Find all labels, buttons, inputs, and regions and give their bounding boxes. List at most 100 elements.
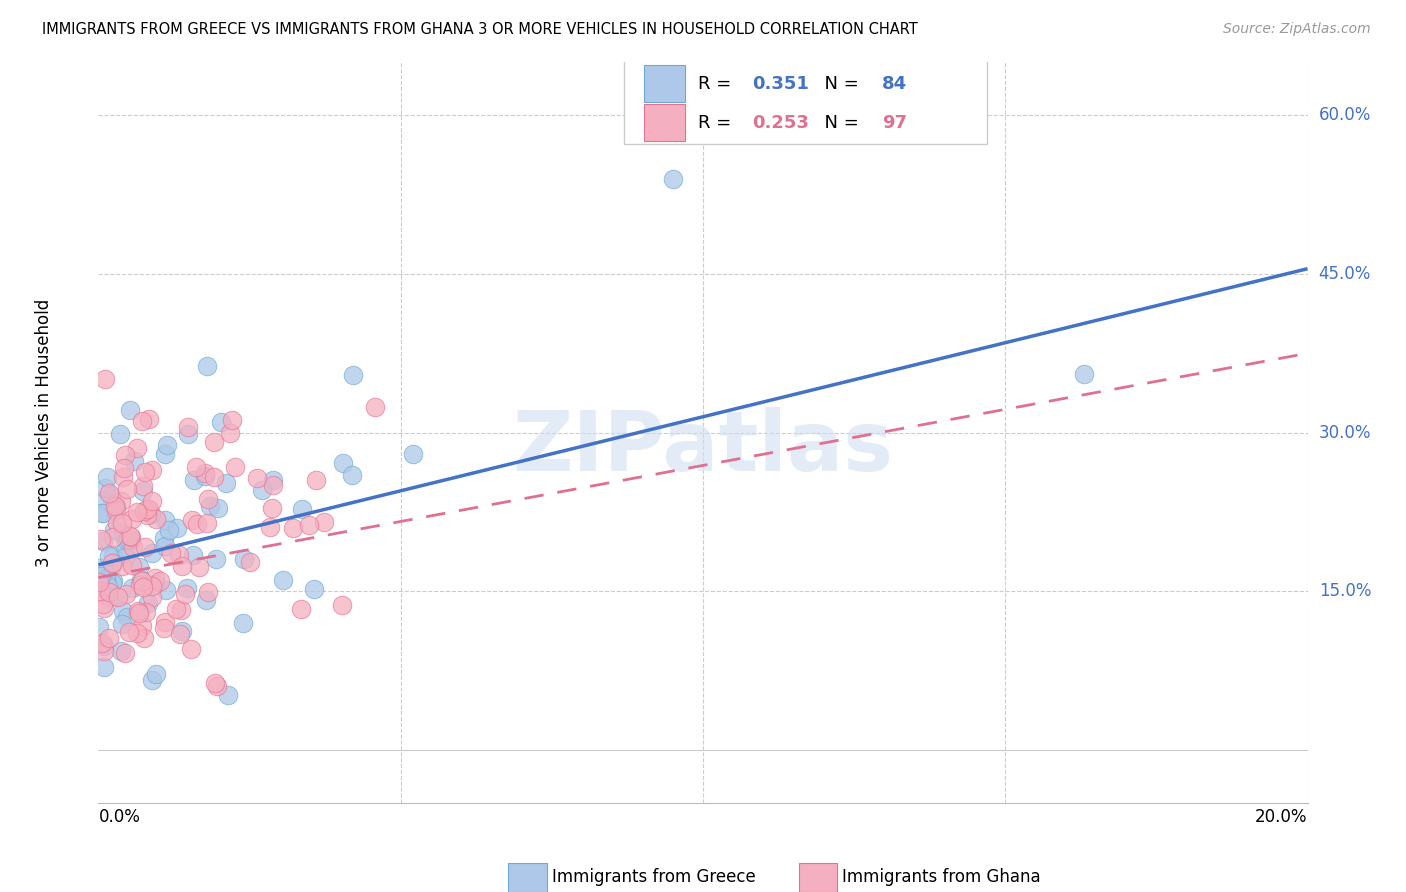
Point: [104, 499, 127, 513]
Point: [120, 403, 142, 417]
Point: [112, 460, 135, 475]
Point: [121, 530, 143, 544]
FancyBboxPatch shape: [509, 863, 547, 892]
Point: [135, 501, 157, 516]
Point: [290, 601, 312, 615]
Text: 0.0%: 0.0%: [98, 808, 141, 826]
Point: [141, 493, 163, 508]
Point: [131, 574, 153, 588]
Point: [121, 558, 143, 573]
Point: [91, 636, 114, 650]
Point: [136, 595, 159, 609]
Point: [114, 544, 136, 558]
Point: [205, 552, 228, 566]
Point: [129, 573, 152, 587]
Point: [132, 479, 155, 493]
Point: [186, 516, 208, 531]
Point: [110, 644, 132, 658]
Point: [101, 549, 124, 563]
Point: [112, 604, 135, 618]
Point: [302, 582, 325, 596]
Text: 45.0%: 45.0%: [1319, 265, 1371, 283]
Point: [114, 449, 136, 463]
Point: [153, 539, 176, 553]
Point: [141, 579, 163, 593]
Point: [364, 400, 387, 414]
Point: [125, 441, 148, 455]
Point: [100, 489, 122, 503]
Point: [342, 368, 364, 383]
Point: [132, 504, 155, 518]
Point: [152, 621, 174, 635]
Point: [170, 624, 193, 639]
Point: [93, 639, 115, 653]
Point: [94, 482, 117, 496]
Point: [152, 531, 174, 545]
Point: [90, 506, 112, 520]
Point: [205, 679, 228, 693]
Point: [202, 470, 225, 484]
Point: [90, 494, 112, 508]
Point: [107, 590, 129, 604]
Point: [131, 619, 153, 633]
Point: [103, 556, 125, 570]
Point: [204, 675, 226, 690]
Text: Source: ZipAtlas.com: Source: ZipAtlas.com: [1223, 22, 1371, 37]
Point: [160, 546, 183, 560]
Point: [127, 604, 149, 618]
Point: [153, 615, 176, 630]
Text: R =: R =: [699, 75, 737, 93]
Point: [197, 491, 219, 506]
Point: [340, 468, 363, 483]
FancyBboxPatch shape: [644, 103, 685, 141]
Point: [89, 561, 111, 575]
Point: [93, 644, 115, 658]
Point: [177, 419, 200, 434]
Point: [138, 501, 160, 516]
Point: [114, 586, 136, 600]
Point: [136, 508, 159, 522]
Point: [145, 512, 167, 526]
Point: [112, 470, 135, 484]
Point: [90, 569, 112, 583]
Point: [91, 506, 114, 520]
Point: [114, 533, 136, 547]
Point: [262, 501, 284, 516]
Point: [194, 466, 217, 480]
Point: [91, 583, 114, 598]
Point: [104, 499, 127, 513]
FancyBboxPatch shape: [624, 59, 987, 144]
Point: [180, 513, 202, 527]
Point: [291, 502, 314, 516]
Point: [101, 530, 124, 544]
Point: [305, 473, 328, 487]
Point: [101, 574, 124, 589]
Point: [195, 516, 218, 530]
Point: [281, 521, 304, 535]
Point: [107, 516, 129, 531]
Point: [131, 414, 153, 428]
Point: [87, 575, 110, 590]
Text: 97: 97: [882, 114, 907, 132]
Point: [93, 660, 115, 674]
Point: [186, 459, 208, 474]
Point: [114, 549, 136, 564]
Point: [169, 627, 191, 641]
Point: [170, 558, 193, 573]
Point: [103, 504, 125, 518]
FancyBboxPatch shape: [799, 863, 837, 892]
Text: N =: N =: [813, 114, 865, 132]
Point: [177, 426, 200, 441]
Point: [139, 508, 162, 522]
Point: [156, 438, 179, 452]
Point: [134, 465, 156, 479]
Point: [259, 519, 281, 533]
Point: [141, 673, 163, 687]
Point: [132, 580, 155, 594]
Point: [87, 620, 110, 634]
Point: [170, 603, 193, 617]
Point: [93, 597, 115, 611]
Point: [181, 548, 204, 562]
Point: [115, 610, 138, 624]
Text: 84: 84: [882, 75, 907, 93]
